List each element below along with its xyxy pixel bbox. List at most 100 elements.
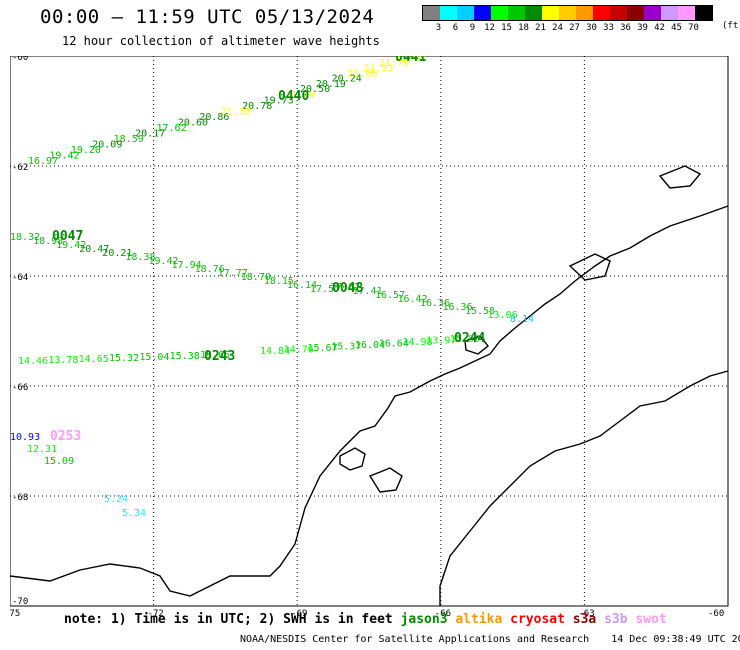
- legend-label: 70: [688, 23, 699, 33]
- swh-value: 13.97: [426, 336, 456, 347]
- legend-label: 6: [452, 23, 459, 33]
- swh-value: 20.19: [316, 79, 346, 90]
- legend-label: 39: [637, 23, 648, 33]
- swh-value: 16.36: [420, 298, 450, 309]
- swh-value: 21.53: [363, 63, 393, 74]
- track-time-label: 0048: [332, 281, 363, 296]
- swh-value: 13.06: [488, 310, 518, 321]
- swh-value: 20.86: [199, 112, 229, 123]
- swh-value: 14.65: [79, 354, 109, 365]
- swh-value: 15.37: [331, 342, 361, 353]
- note-line: note: 1) Time is in UTC; 2) SWH is in fe…: [64, 612, 667, 627]
- swh-value: 15.67: [308, 343, 338, 354]
- swh-value: 14.46: [18, 356, 48, 367]
- footer: NOAA/NESDIS Center for Satellite Applica…: [240, 634, 740, 645]
- mission-legend: jason3 altika cryosat s3a s3b swot: [401, 612, 667, 627]
- page-title: 00:00 – 11:59 UTC 05/13/2024: [40, 6, 375, 28]
- legend-label: 27: [569, 23, 580, 33]
- island-5: [464, 335, 489, 355]
- track-time-label: 0440: [278, 89, 309, 104]
- mission-label: s3a: [572, 612, 605, 627]
- legend-swatch: [457, 6, 474, 20]
- legend-swatches: [422, 5, 713, 21]
- legend-label: 36: [620, 23, 631, 33]
- legend-label: 30: [586, 23, 597, 33]
- lon-tick-label: -72: [148, 609, 164, 616]
- lon-tick-label: -75: [10, 609, 20, 616]
- note-prefix: note: 1) Time is in UTC; 2) SWH is in fe…: [64, 612, 393, 627]
- swh-value: 18.15: [264, 276, 294, 287]
- swh-value: 17.67: [330, 282, 360, 293]
- legend-swatch: [627, 6, 644, 20]
- legend-label: 21: [535, 23, 546, 33]
- swh-value: 20.60: [178, 118, 208, 129]
- swh-value: 18.32: [10, 232, 40, 243]
- swh-value: 20.21: [102, 248, 132, 259]
- swh-value: 17.57: [310, 284, 340, 295]
- legend-label: 9: [469, 23, 476, 33]
- page-subtitle: 12 hour collection of altimeter wave hei…: [62, 34, 380, 48]
- swh-value: 15.65: [200, 350, 230, 361]
- swh-value: 17.94: [172, 260, 202, 271]
- map-frame: [10, 56, 729, 607]
- lon-tick-label: -66: [435, 609, 451, 616]
- legend-label: 12: [484, 23, 495, 33]
- swh-value: 14.84: [260, 346, 290, 357]
- swh-value: 10.93: [10, 432, 40, 443]
- swh-value: 20.50: [300, 84, 330, 95]
- swh-value: 18.98: [33, 236, 63, 247]
- legend-swatch: [440, 6, 457, 20]
- legend-swatch: [559, 6, 576, 20]
- swh-value: 21.90: [395, 56, 425, 64]
- legend-swatch: [576, 6, 593, 20]
- swh-value: 14.98: [403, 337, 433, 348]
- track-time-label: 0253: [50, 429, 81, 444]
- swh-value: 17.62: [157, 123, 187, 134]
- map-grid: -60 -62 -64 -66 -68 -70 -75 -72 -69 -66 -63 -60: [10, 56, 728, 616]
- legend-swatch: [474, 6, 491, 20]
- swh-value: 19.42: [56, 240, 86, 251]
- legend-swatch: [593, 6, 610, 20]
- lat-tick-label: -66: [12, 383, 28, 393]
- swh-value: 22.06: [348, 69, 378, 80]
- wave-height-map: -60 -62 -64 -66 -68 -70 -75 -72 -69 -66 -63 -60 21.…: [10, 56, 729, 616]
- island-1: [339, 447, 366, 471]
- southern-coast: [439, 370, 729, 606]
- swh-value: 13.78: [48, 355, 78, 366]
- legend-swatch: [644, 6, 661, 20]
- island-4: [658, 165, 702, 189]
- swh-value: 16.42: [398, 294, 428, 305]
- legend-swatch: [491, 6, 508, 20]
- legend-swatch: [661, 6, 678, 20]
- swh-value: 20.17: [135, 129, 165, 140]
- mission-label: s3b: [604, 612, 636, 627]
- legend-swatch: [423, 6, 440, 20]
- swh-value: 13.93: [450, 334, 480, 345]
- lon-tick-label: -60: [708, 609, 724, 616]
- track-time-label: 0244: [454, 331, 485, 346]
- legend-label: 24: [552, 23, 563, 33]
- lon-tick-label: -69: [291, 609, 307, 616]
- swh-value: 21.38: [221, 107, 251, 118]
- legend-label: 3: [435, 23, 442, 33]
- track-time-label: 0243: [204, 349, 235, 364]
- swh-value: 5.34: [122, 508, 146, 519]
- swh-value: 12.31: [27, 444, 57, 455]
- lat-tick-label: -70: [12, 597, 28, 607]
- legend-swatch: [695, 6, 712, 20]
- swh-value: 15.38: [170, 351, 200, 362]
- legend-label: 15: [501, 23, 512, 33]
- swh-value: 18.76: [195, 264, 225, 275]
- swh-value: 20.47: [79, 244, 109, 255]
- lat-tick-label: -60: [12, 56, 28, 63]
- legend-swatch: [525, 6, 542, 20]
- swh-value: 16.04: [355, 340, 385, 351]
- legend-swatch: [542, 6, 559, 20]
- swh-value: 5.24: [104, 494, 128, 505]
- swh-value: 19.42: [49, 151, 79, 162]
- legend-label: 18: [518, 23, 529, 33]
- track-time-label: 0441: [395, 56, 426, 65]
- swh-value: 20.09: [92, 140, 122, 151]
- swh-value: 14.76: [284, 345, 314, 356]
